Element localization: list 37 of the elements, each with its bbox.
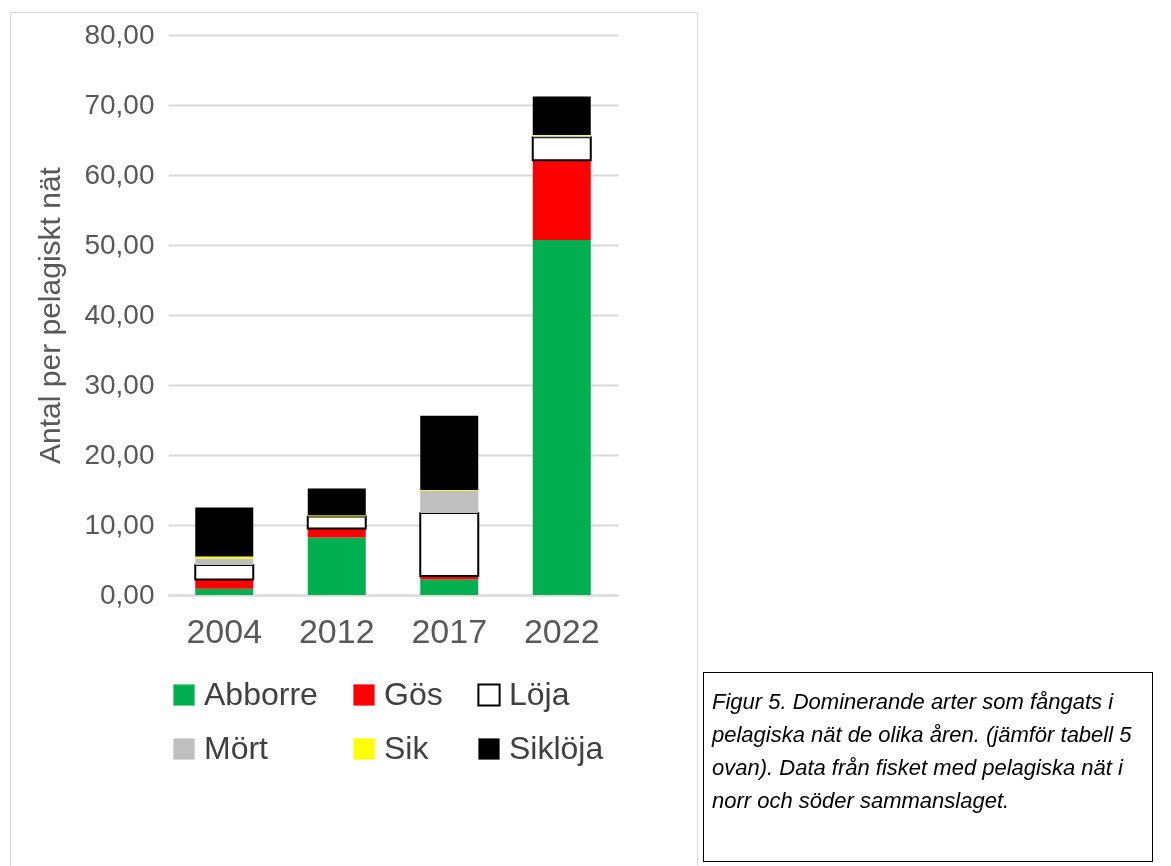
- legend-label: Sik: [384, 730, 430, 766]
- bar: [195, 507, 254, 557]
- legend-label: Löja: [509, 676, 570, 712]
- bar: [195, 558, 254, 565]
- y-tick-label: 30,00: [84, 368, 155, 400]
- text: Figur 5. Dominerande arter som fångats i pelagiska nät de olika åren. (jämför tabell 5 ovan). Data från fisket med pelagiska nät i norr och söder sammanslaget.: [712, 688, 1133, 815]
- y-tick-label: 40,00: [84, 298, 155, 330]
- y-axis-title: Antal per pelagiskt nät: [33, 166, 67, 464]
- bar: [306, 515, 367, 530]
- bar: [419, 512, 480, 578]
- bar: [531, 136, 592, 162]
- x-tick-label: 2004: [186, 611, 263, 650]
- bar: [307, 537, 366, 595]
- y-tick-label: 0,00: [100, 578, 155, 610]
- bar: [420, 415, 479, 490]
- y-tick-label: 20,00: [84, 438, 155, 470]
- bar: [420, 579, 479, 595]
- bar: [532, 160, 591, 241]
- bar: [195, 588, 254, 595]
- bar: [195, 556, 254, 559]
- bar: [420, 490, 479, 514]
- y-tick-label: 10,00: [84, 508, 155, 540]
- legend-label: Mört: [204, 730, 269, 766]
- y-tick-label: 70,00: [84, 88, 155, 120]
- bar: [532, 96, 591, 136]
- bar: [194, 563, 255, 581]
- y-tick-label: 50,00: [84, 228, 155, 260]
- x-tick-label: 2012: [298, 611, 375, 650]
- x-tick-label: 2022: [523, 611, 600, 650]
- legend-label: Abborre: [204, 676, 318, 712]
- bar: [307, 488, 366, 516]
- x-tick-label: 2017: [411, 611, 488, 650]
- legend-label: Siklöja: [509, 730, 604, 766]
- legend-label: Gös: [384, 676, 443, 712]
- bar: [532, 240, 591, 595]
- y-tick-label: 80,00: [84, 18, 155, 50]
- y-tick-label: 60,00: [84, 158, 155, 190]
